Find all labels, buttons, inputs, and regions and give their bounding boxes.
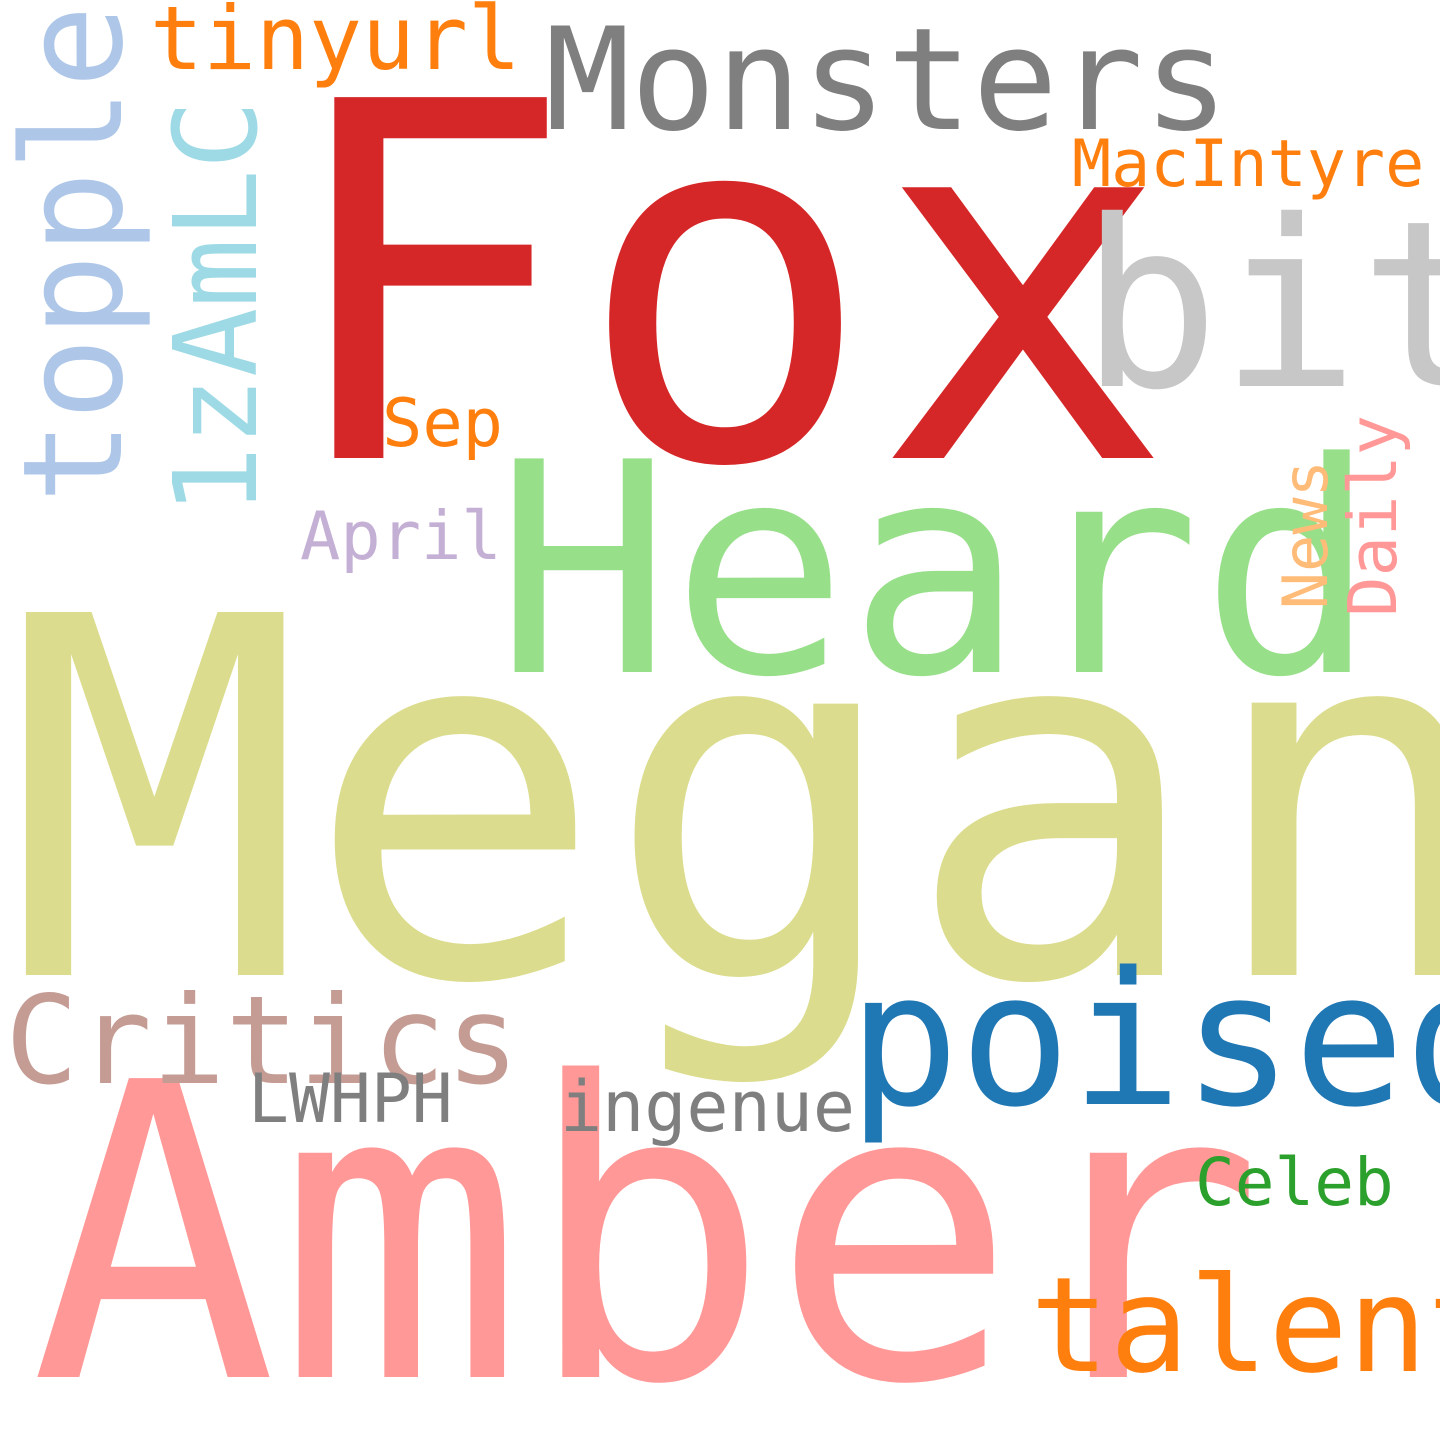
word-april: April [300, 497, 502, 575]
word-lwhph: LWHPH [248, 1060, 453, 1139]
word-monsters: Monsters [545, 0, 1229, 163]
word-fox: Fox [278, 0, 1173, 575]
word-poised: poised [848, 932, 1440, 1148]
word-sep: Sep [382, 384, 504, 462]
word-topple: topple [0, 5, 154, 504]
word-tinyurl: tinyurl [150, 0, 521, 90]
word-ingenue: ingenue [560, 1066, 856, 1148]
word-talent: talent [1030, 1249, 1440, 1403]
word-megan: Megan [5, 514, 1440, 1093]
word-heard: Heard [495, 401, 1378, 742]
word-bit: bit [1080, 171, 1440, 441]
word-amber: Amber [30, 996, 1265, 1440]
word-daily: Daily [1334, 415, 1412, 617]
word-1zamlc: 1zAmLC [150, 100, 284, 516]
word-news: News [1269, 460, 1342, 610]
word-celeb: Celeb [1195, 1144, 1394, 1221]
word-critics: Critics [5, 970, 520, 1112]
word-macintyre: MacIntyre [1072, 127, 1425, 202]
